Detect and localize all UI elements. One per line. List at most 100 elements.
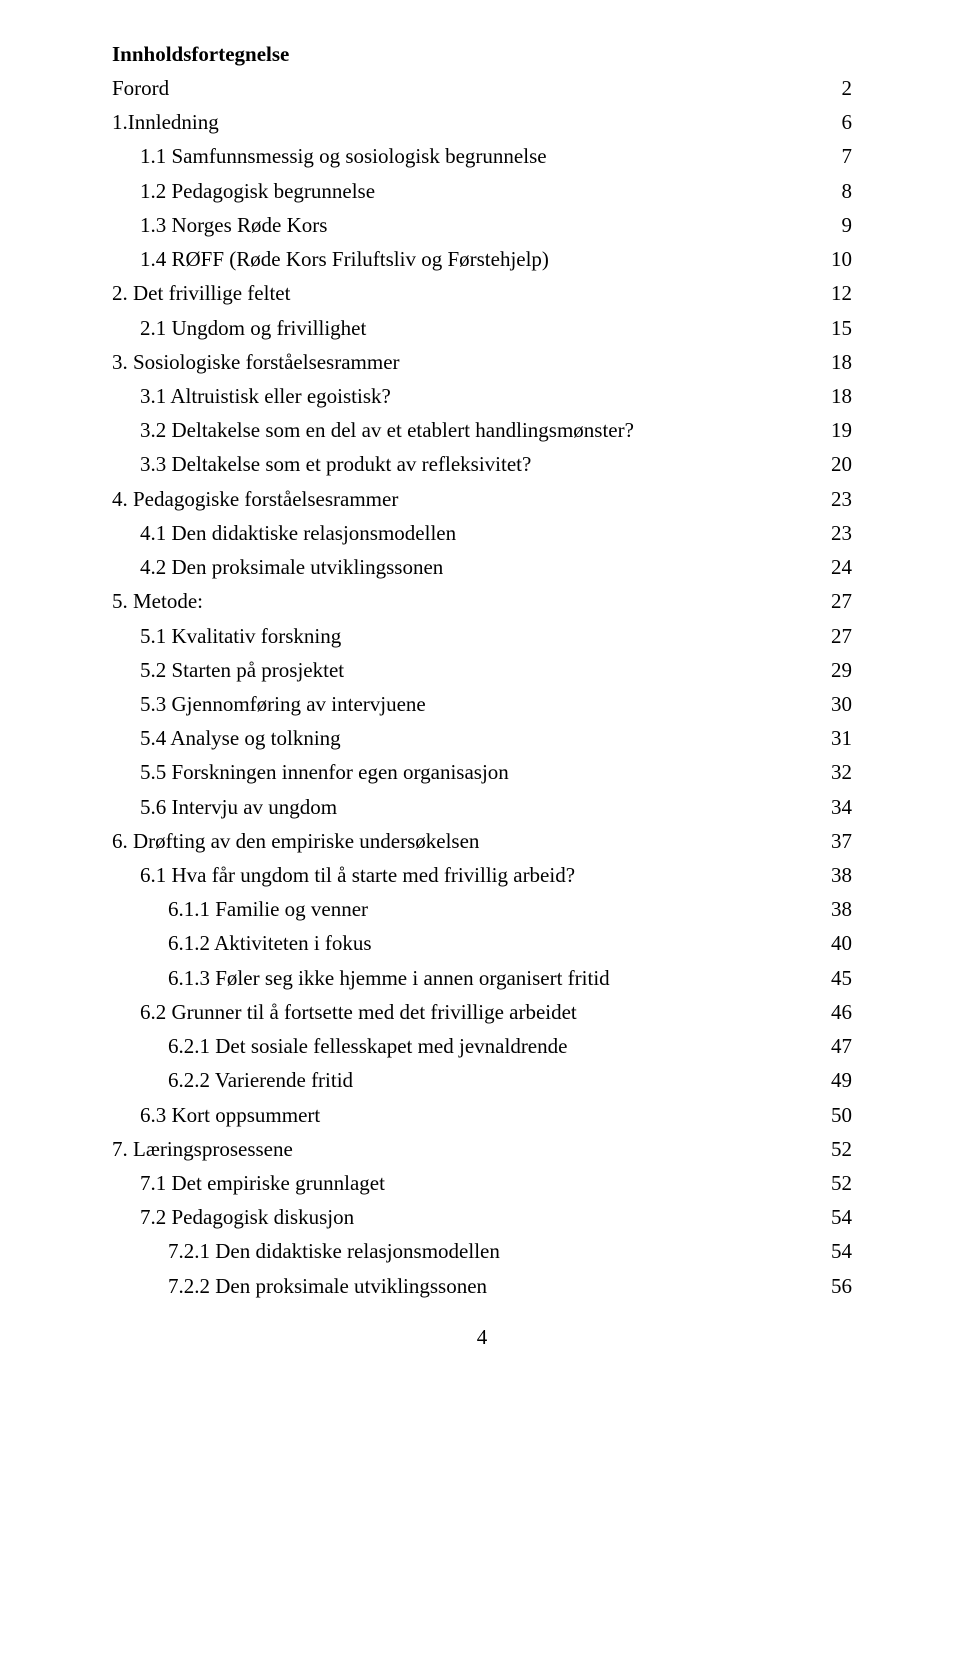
toc-entry-page: 15: [831, 311, 852, 345]
toc-entry-label: 5.2 Starten på prosjektet: [140, 653, 344, 687]
toc-entry[interactable]: 3.1 Altruistisk eller egoistisk?18: [112, 379, 852, 413]
toc-entry-page: 52: [831, 1132, 852, 1166]
toc-entry[interactable]: 3.2 Deltakelse som en del av et etablert…: [112, 413, 852, 447]
toc-entry-page: 12: [831, 276, 852, 310]
toc-entry-page: 34: [831, 790, 852, 824]
toc-entry-page: 7: [842, 139, 853, 173]
toc-entry[interactable]: 7.2 Pedagogisk diskusjon 54: [112, 1200, 852, 1234]
toc-entry[interactable]: 1.2 Pedagogisk begrunnelse 8: [112, 174, 852, 208]
toc-entry-label: 1.2 Pedagogisk begrunnelse: [140, 174, 375, 208]
toc-entry[interactable]: 7. Læringsprosessene 52: [112, 1132, 852, 1166]
toc-entry[interactable]: 3.3 Deltakelse som et produkt av refleks…: [112, 447, 852, 481]
toc-entry[interactable]: 5. Metode:27: [112, 584, 852, 618]
toc-entry-label: 6.1.1 Familie og venner: [168, 892, 368, 926]
toc-entry-label: 7. Læringsprosessene: [112, 1132, 293, 1166]
toc-entry-page: 20: [831, 447, 852, 481]
toc-entry-page: 50: [831, 1098, 852, 1132]
toc-entry[interactable]: 5.4 Analyse og tolkning 31: [112, 721, 852, 755]
toc-entry[interactable]: 7.2.2 Den proksimale utviklingssonen 56: [112, 1269, 852, 1303]
toc-entry-page: 46: [831, 995, 852, 1029]
toc-entry-label: 3. Sosiologiske forståelsesrammer: [112, 345, 400, 379]
toc-entry[interactable]: 6.1.1 Familie og venner38: [112, 892, 852, 926]
toc-entry-page: 30: [831, 687, 852, 721]
toc-entry[interactable]: 7.2.1 Den didaktiske relasjonsmodellen 54: [112, 1234, 852, 1268]
toc-entry-label: 1.Innledning: [112, 105, 219, 139]
toc-entry[interactable]: 6.1.2 Aktiviteten i fokus 40: [112, 926, 852, 960]
toc-entry-label: 5.4 Analyse og tolkning: [140, 721, 341, 755]
toc-entry-label: 2.1 Ungdom og frivillighet: [140, 311, 366, 345]
toc-entry-page: 18: [831, 345, 852, 379]
page-number: 4: [112, 1325, 852, 1350]
toc-entry-label: 1.4 RØFF (Røde Kors Friluftsliv og Først…: [140, 242, 549, 276]
toc-entry-page: 37: [831, 824, 852, 858]
toc-entry[interactable]: 1.4 RØFF (Røde Kors Friluftsliv og Først…: [112, 242, 852, 276]
toc-entry-label: 6.3 Kort oppsummert: [140, 1098, 320, 1132]
toc-entry-page: 6: [842, 105, 853, 139]
toc-entry-page: 18: [831, 379, 852, 413]
toc-entry-label: 7.2 Pedagogisk diskusjon: [140, 1200, 354, 1234]
toc-entry[interactable]: Forord2: [112, 71, 852, 105]
toc-entry-label: 4. Pedagogiske forståelsesrammer: [112, 482, 398, 516]
toc-entry-label: 6.2.1 Det sosiale fellesskapet med jevna…: [168, 1029, 567, 1063]
toc-entry[interactable]: 5.1 Kvalitativ forskning 27: [112, 619, 852, 653]
toc-entry-label: 6.2.2 Varierende fritid: [168, 1063, 353, 1097]
toc-entry-page: 2: [842, 71, 853, 105]
toc-entry[interactable]: 3. Sosiologiske forståelsesrammer 18: [112, 345, 852, 379]
toc-entry-label: 2. Det frivillige feltet: [112, 276, 290, 310]
toc-entry-page: 54: [831, 1200, 852, 1234]
toc-entry-label: 4.1 Den didaktiske relasjonsmodellen: [140, 516, 456, 550]
toc-title: Innholdsfortegnelse: [112, 42, 852, 67]
toc-entry[interactable]: 1.Innledning 6: [112, 105, 852, 139]
toc-entry[interactable]: 1.1 Samfunnsmessig og sosiologisk begrun…: [112, 139, 852, 173]
toc-entry-page: 40: [831, 926, 852, 960]
toc-entry[interactable]: 5.2 Starten på prosjektet 29: [112, 653, 852, 687]
toc-entry-label: 6. Drøfting av den empiriske undersøkels…: [112, 824, 479, 858]
toc-entry[interactable]: 6.1 Hva får ungdom til å starte med friv…: [112, 858, 852, 892]
toc-entry-label: 6.1.2 Aktiviteten i fokus: [168, 926, 372, 960]
toc-entry[interactable]: 6.3 Kort oppsummert 50: [112, 1098, 852, 1132]
toc-entry-label: 3.2 Deltakelse som en del av et etablert…: [140, 413, 634, 447]
toc-entry-label: 3.3 Deltakelse som et produkt av refleks…: [140, 447, 531, 481]
toc-entry[interactable]: 2.1 Ungdom og frivillighet 15: [112, 311, 852, 345]
toc-entry[interactable]: 5.5 Forskningen innenfor egen organisasj…: [112, 755, 852, 789]
toc-entry-page: 23: [831, 482, 852, 516]
toc-entry[interactable]: 4. Pedagogiske forståelsesrammer 23: [112, 482, 852, 516]
toc-entry-label: 5.1 Kvalitativ forskning: [140, 619, 341, 653]
toc-entry[interactable]: 1.3 Norges Røde Kors 9: [112, 208, 852, 242]
toc-entry-page: 56: [831, 1269, 852, 1303]
toc-entry-label: 7.1 Det empiriske grunnlaget: [140, 1166, 385, 1200]
toc-entry-label: 1.3 Norges Røde Kors: [140, 208, 327, 242]
toc-entry[interactable]: 4.2 Den proksimale utviklingssonen 24: [112, 550, 852, 584]
toc-entry-page: 52: [831, 1166, 852, 1200]
toc-entry-label: 5.6 Intervju av ungdom: [140, 790, 337, 824]
toc-entry[interactable]: 6.2.1 Det sosiale fellesskapet med jevna…: [112, 1029, 852, 1063]
toc-entry-label: 6.2 Grunner til å fortsette med det friv…: [140, 995, 577, 1029]
toc-entry[interactable]: 2. Det frivillige feltet 12: [112, 276, 852, 310]
toc-entry-page: 8: [842, 174, 853, 208]
toc-entry-label: 4.2 Den proksimale utviklingssonen: [140, 550, 443, 584]
toc-entry-page: 9: [842, 208, 853, 242]
toc-entry-page: 10: [831, 242, 852, 276]
toc-entry-page: 27: [831, 619, 852, 653]
toc-entry[interactable]: 5.6 Intervju av ungdom 34: [112, 790, 852, 824]
toc-entry-label: 5.5 Forskningen innenfor egen organisasj…: [140, 755, 509, 789]
toc-entry[interactable]: 6. Drøfting av den empiriske undersøkels…: [112, 824, 852, 858]
toc-entry-label: 7.2.1 Den didaktiske relasjonsmodellen: [168, 1234, 500, 1268]
toc-entry-label: 7.2.2 Den proksimale utviklingssonen: [168, 1269, 487, 1303]
toc-entry[interactable]: 6.1.3 Føler seg ikke hjemme i annen orga…: [112, 961, 852, 995]
toc-entry[interactable]: 6.2 Grunner til å fortsette med det friv…: [112, 995, 852, 1029]
toc-entry-page: 47: [831, 1029, 852, 1063]
toc-entry-page: 23: [831, 516, 852, 550]
toc-list: Forord21.Innledning 6 1.1 Samfunnsmessig o…: [112, 71, 852, 1303]
toc-entry[interactable]: 6.2.2 Varierende fritid49: [112, 1063, 852, 1097]
toc-entry-page: 38: [831, 858, 852, 892]
toc-entry[interactable]: 7.1 Det empiriske grunnlaget 52: [112, 1166, 852, 1200]
toc-entry-page: 24: [831, 550, 852, 584]
toc-entry[interactable]: 5.3 Gjennomføring av intervjuene30: [112, 687, 852, 721]
toc-entry-page: 54: [831, 1234, 852, 1268]
toc-entry[interactable]: 4.1 Den didaktiske relasjonsmodellen 23: [112, 516, 852, 550]
toc-entry-label: 5. Metode:: [112, 584, 203, 618]
toc-entry-label: 1.1 Samfunnsmessig og sosiologisk begrun…: [140, 139, 547, 173]
toc-entry-page: 29: [831, 653, 852, 687]
toc-entry-page: 31: [831, 721, 852, 755]
